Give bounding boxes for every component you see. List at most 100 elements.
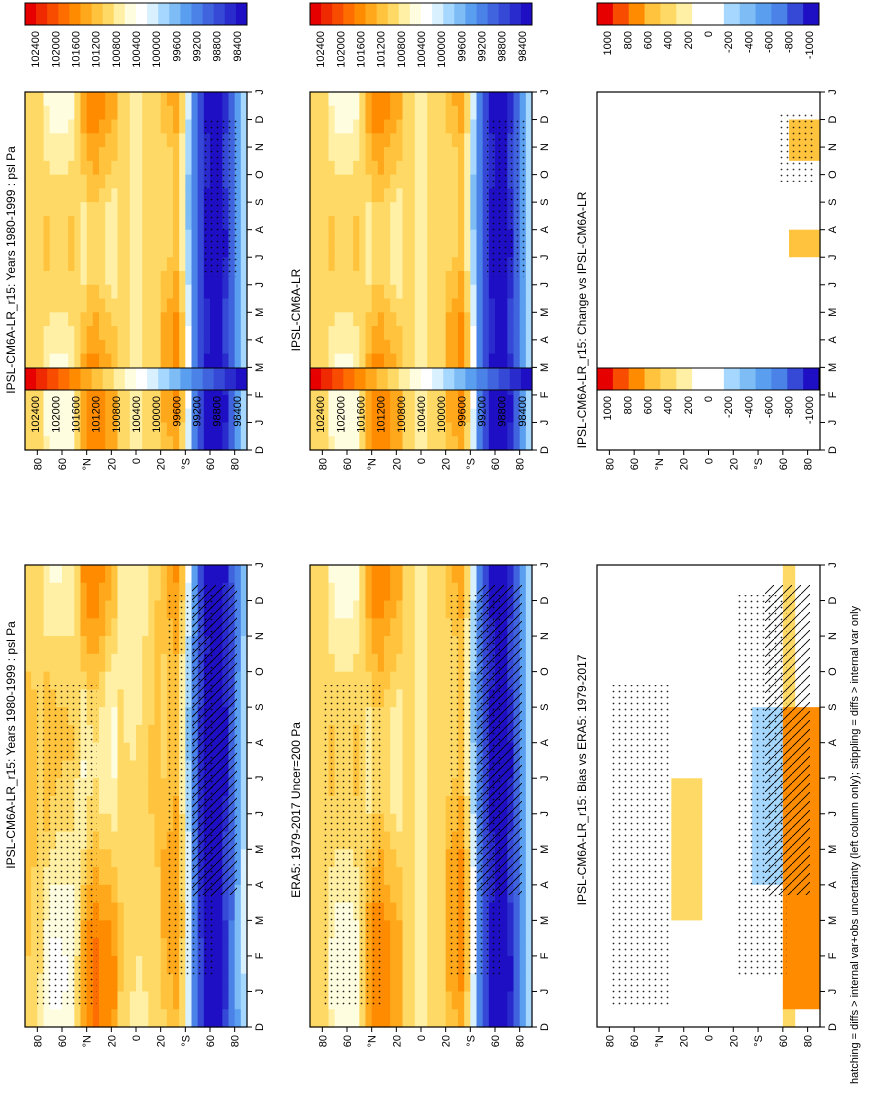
heatmap-cell [507,326,514,340]
heatmap-cell [770,991,777,1009]
lat-tick-label: 20 [728,1035,740,1047]
heatmap-cell [105,583,112,601]
heatmap-cell [136,271,143,285]
heatmap-cell [403,974,410,992]
heatmap-cell [409,1009,416,1027]
lat-tick-label: 20 [441,1035,453,1047]
heatmap-cell [396,436,403,450]
heatmap-cell [105,920,112,938]
lat-tick-label: 20 [156,458,168,470]
heatmap-cell [622,583,629,601]
heatmap-cell [111,672,118,690]
heatmap-cell [105,903,112,921]
heatmap-cell [44,161,51,175]
heatmap-cell [310,867,317,885]
heatmap-cell [421,725,428,743]
heatmap-cell [477,354,484,368]
heatmap-cell [210,565,217,583]
heatmap-cell [384,257,391,271]
heatmap-cell [384,1009,391,1027]
heatmap-cell [68,147,75,161]
heatmap-cell [316,849,323,867]
month-tick-label: M [539,916,551,925]
heatmap-cell [62,422,69,436]
heatmap-cell [396,147,403,161]
heatmap-cell [105,133,112,147]
heatmap-cell [715,796,722,814]
heatmap-cell [179,312,186,326]
heatmap-cell [603,422,610,436]
heatmap-cell [56,230,63,244]
heatmap-cell [31,601,38,619]
heatmap-cell [616,565,623,583]
heatmap-cell [427,743,434,761]
heatmap-cell [111,654,118,672]
heatmap-cell [378,436,385,450]
heatmap-cell [415,106,422,120]
panel-title-obs: ERA5: 1979-2017 Uncer=200 Pa [289,722,303,898]
heatmap-cell [148,188,155,202]
heatmap-cell [678,707,685,725]
heatmap-cell [335,161,342,175]
heatmap-cell [427,436,434,450]
heatmap-cell [384,326,391,340]
heatmap-cell [310,885,317,903]
heatmap-cell [721,903,728,921]
heatmap-cell [597,583,604,601]
heatmap-cell [520,354,527,368]
heatmap-cell [148,654,155,672]
heatmap-cell [124,147,131,161]
lat-tick-label: 20 [106,458,118,470]
heatmap-cell [409,867,416,885]
lat-tick-label: 60 [342,458,354,470]
heatmap-cell [111,565,118,583]
heatmap-cell [44,422,51,436]
heatmap-cell [427,106,434,120]
heatmap-cell [347,565,354,583]
heatmap-cell [31,672,38,690]
heatmap-cell [421,814,428,832]
heatmap-cell [603,885,610,903]
heatmap-cell [235,299,242,313]
heatmap-cell [403,161,410,175]
heatmap-cell [396,326,403,340]
heatmap-cell [118,340,125,354]
heatmap-cell [421,340,428,354]
heatmap-cell [136,257,143,271]
heatmap-cell [93,243,100,257]
heatmap-cell [74,436,81,450]
heatmap-cell [659,1009,666,1027]
heatmap-cell [310,743,317,761]
heatmap-cell [409,654,416,672]
heatmap-cell [99,760,106,778]
heatmap-cell [31,618,38,636]
heatmap-cell [709,814,716,832]
heatmap-cell [161,175,168,189]
heatmap-cell [136,299,143,313]
heatmap-cell [696,832,703,850]
heatmap-cell [696,689,703,707]
heatmap-cell [795,991,802,1009]
heatmap-cell [520,938,527,956]
heatmap-cell [366,354,373,368]
heatmap-cell [148,312,155,326]
heatmap-cell [384,778,391,796]
heatmap-cell [446,106,453,120]
heatmap-cell [329,202,336,216]
heatmap-cell [329,436,336,450]
heatmap-cell [690,832,697,850]
heatmap-cell [409,760,416,778]
heatmap-cell [31,974,38,992]
heatmap-cell [396,796,403,814]
heatmap-cell [111,133,118,147]
heatmap-cell [609,120,616,134]
heatmap-cell [148,814,155,832]
heatmap-cell [415,903,422,921]
heatmap-cell [31,565,38,583]
heatmap-cell [359,120,366,134]
heatmap-cell [179,202,186,216]
heatmap-cell [99,299,106,313]
heatmap-cell [93,583,100,601]
heatmap-cell [727,1009,734,1027]
heatmap-cell [322,618,329,636]
